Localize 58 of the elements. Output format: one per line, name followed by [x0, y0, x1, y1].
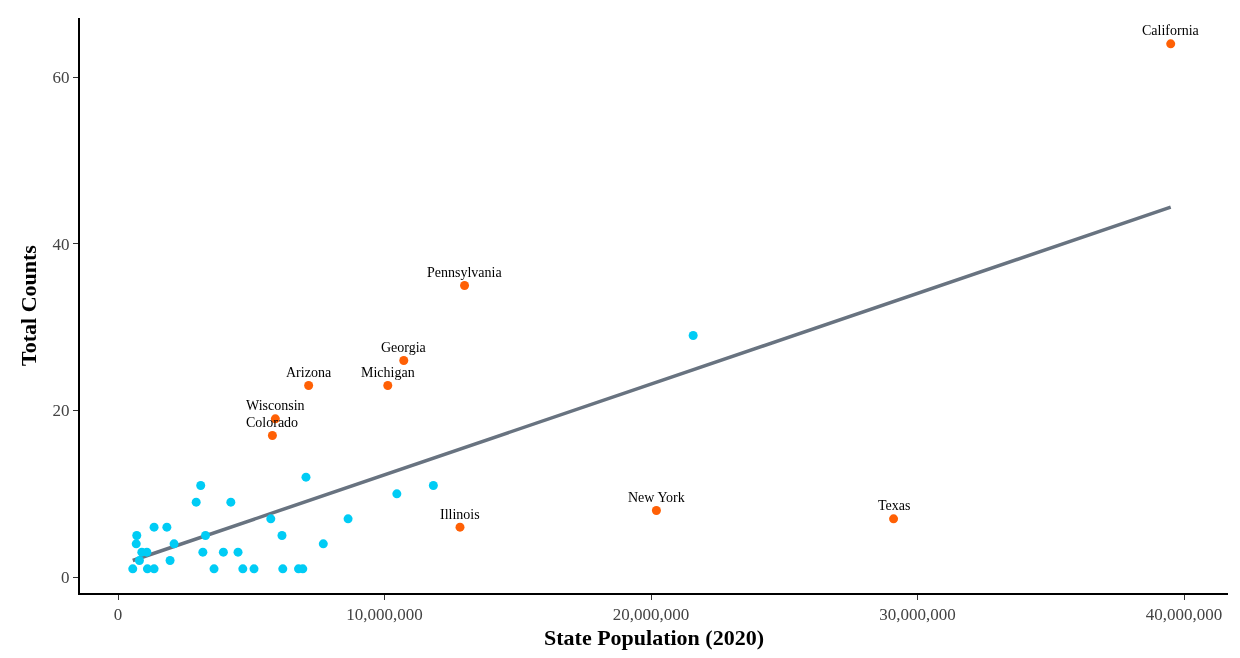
y-tick-label: 40	[52, 234, 70, 254]
point	[196, 481, 206, 490]
point	[233, 547, 243, 557]
point	[198, 547, 208, 557]
point	[392, 489, 402, 499]
point	[128, 564, 138, 574]
annotation: Illinois	[440, 507, 480, 522]
point	[267, 431, 277, 440]
point	[132, 531, 142, 540]
y-axis-title: Total Counts	[15, 244, 41, 366]
x-axis-title: State Population (2020)	[544, 624, 764, 650]
point	[201, 531, 211, 540]
point	[1166, 39, 1176, 49]
point	[304, 381, 314, 390]
point	[383, 381, 393, 390]
point	[428, 481, 438, 490]
y-tick-label: 0	[61, 568, 70, 588]
point	[651, 506, 661, 515]
point	[149, 522, 159, 532]
point	[149, 564, 159, 574]
point	[343, 514, 353, 524]
point	[277, 531, 287, 540]
point	[460, 281, 470, 290]
point	[688, 331, 698, 340]
point	[455, 522, 465, 532]
point	[238, 564, 248, 574]
point	[226, 497, 236, 507]
annotation: Arizona	[286, 365, 332, 380]
y-tick-label: 60	[52, 68, 70, 88]
point	[218, 547, 228, 557]
point	[191, 497, 201, 507]
annotation: Wisconsin	[246, 398, 305, 413]
point	[318, 539, 328, 549]
point	[169, 539, 179, 549]
x-tick-label: 20,000,000	[612, 605, 690, 625]
annotation: California	[1142, 23, 1200, 38]
y-tick-label: 20	[52, 401, 70, 421]
point	[278, 564, 288, 574]
point	[301, 472, 311, 482]
point	[889, 514, 899, 524]
annotation: Michigan	[361, 365, 415, 380]
point	[399, 356, 409, 365]
point	[134, 556, 144, 565]
point	[162, 522, 172, 532]
annotation: New York	[628, 490, 685, 505]
x-tick-label: 0	[113, 605, 123, 625]
annotation: Texas	[878, 498, 911, 513]
annotation: Georgia	[381, 340, 427, 355]
x-tick-label: 30,000,000	[879, 605, 956, 625]
x-tick-label: 10,000,000	[346, 605, 423, 625]
annotation: Colorado	[246, 415, 299, 430]
point	[209, 564, 219, 574]
point	[266, 514, 276, 524]
annotation: Pennsylvania	[427, 265, 503, 280]
point	[249, 564, 259, 574]
point	[165, 556, 175, 565]
point	[131, 539, 141, 549]
x-tick-label: 40,000,000	[1145, 605, 1223, 625]
